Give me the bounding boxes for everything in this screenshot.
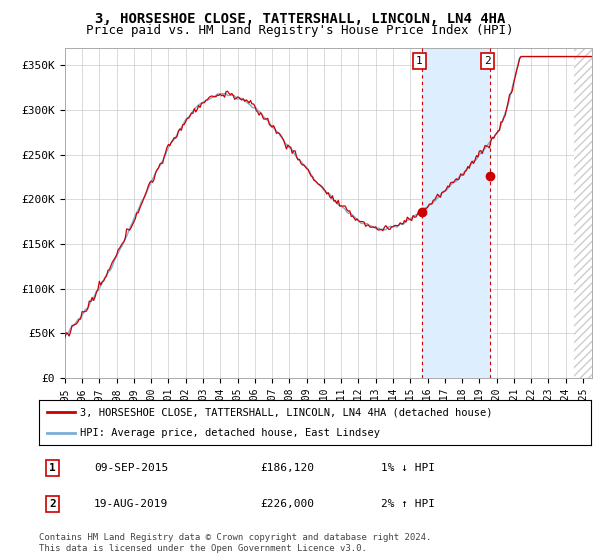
Text: 1% ↓ HPI: 1% ↓ HPI xyxy=(381,463,435,473)
Text: 3, HORSESHOE CLOSE, TATTERSHALL, LINCOLN, LN4 4HA (detached house): 3, HORSESHOE CLOSE, TATTERSHALL, LINCOLN… xyxy=(80,408,493,418)
Text: 09-SEP-2015: 09-SEP-2015 xyxy=(94,463,169,473)
Text: 19-AUG-2019: 19-AUG-2019 xyxy=(94,499,169,509)
Text: 2% ↑ HPI: 2% ↑ HPI xyxy=(381,499,435,509)
Text: 2: 2 xyxy=(49,499,56,509)
Text: 1: 1 xyxy=(416,56,423,66)
Text: Price paid vs. HM Land Registry's House Price Index (HPI): Price paid vs. HM Land Registry's House … xyxy=(86,24,514,36)
Text: £186,120: £186,120 xyxy=(260,463,314,473)
Bar xyxy=(422,48,490,378)
Text: Contains HM Land Registry data © Crown copyright and database right 2024.
This d: Contains HM Land Registry data © Crown c… xyxy=(39,533,431,553)
Text: 2: 2 xyxy=(484,56,491,66)
Text: 3, HORSESHOE CLOSE, TATTERSHALL, LINCOLN, LN4 4HA: 3, HORSESHOE CLOSE, TATTERSHALL, LINCOLN… xyxy=(95,12,505,26)
Bar xyxy=(574,48,600,378)
Text: 1: 1 xyxy=(49,463,56,473)
Text: HPI: Average price, detached house, East Lindsey: HPI: Average price, detached house, East… xyxy=(80,428,380,438)
Text: £226,000: £226,000 xyxy=(260,499,314,509)
